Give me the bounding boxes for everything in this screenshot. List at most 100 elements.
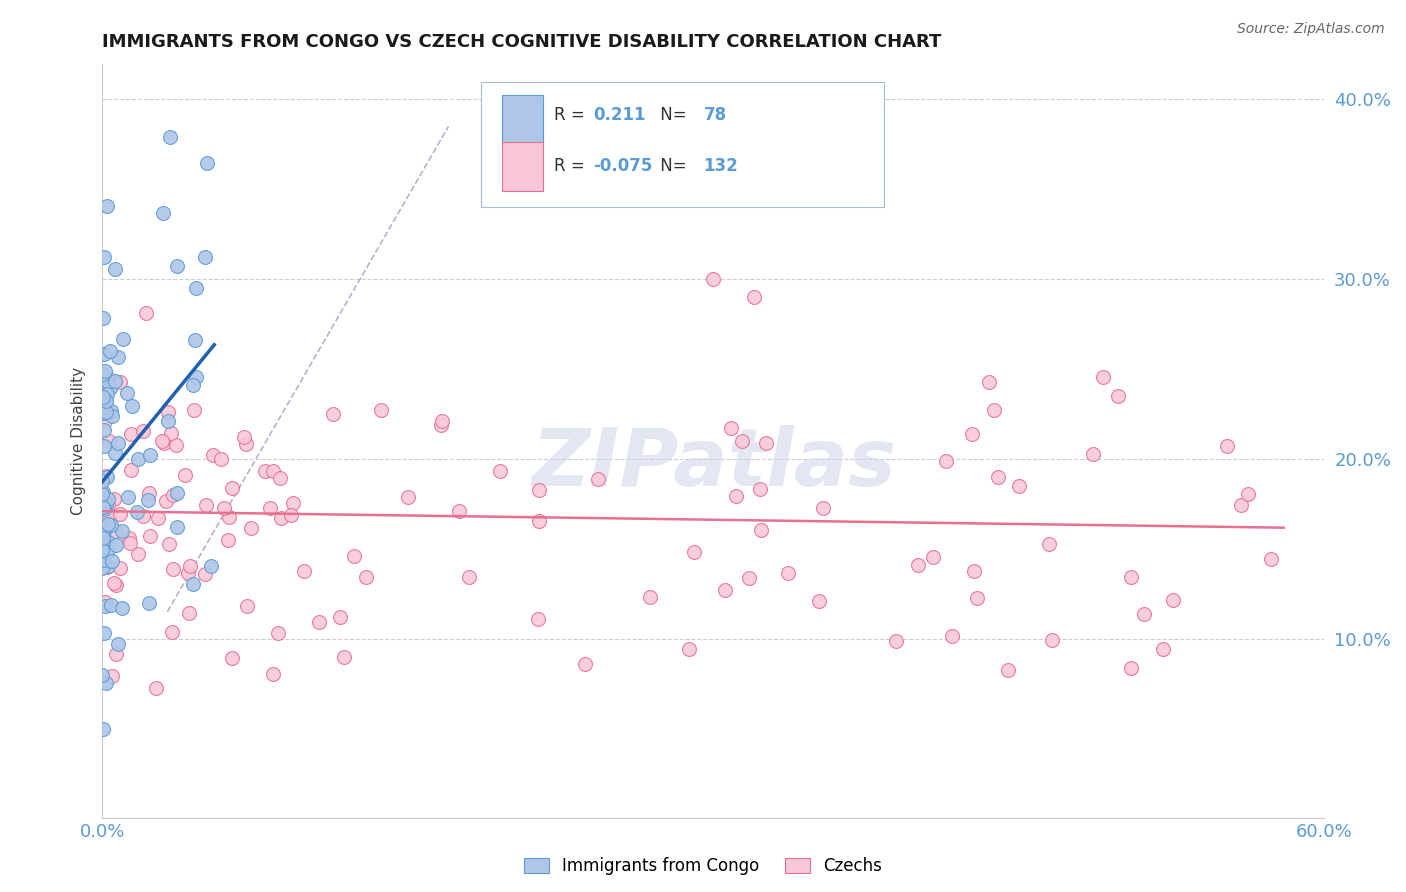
Point bbox=[458, 570, 481, 584]
Point bbox=[195, 156, 218, 170]
Point bbox=[935, 454, 957, 468]
Point bbox=[152, 206, 174, 220]
Text: N=: N= bbox=[655, 157, 692, 175]
Point bbox=[430, 417, 453, 432]
Point bbox=[1040, 632, 1063, 647]
Point bbox=[884, 633, 907, 648]
Text: IMMIGRANTS FROM CONGO VS CZECH COGNITIVE DISABILITY CORRELATION CHART: IMMIGRANTS FROM CONGO VS CZECH COGNITIVE… bbox=[103, 33, 942, 51]
Point bbox=[683, 545, 706, 559]
Point bbox=[93, 439, 115, 453]
Point bbox=[93, 406, 115, 420]
Point bbox=[93, 502, 115, 516]
Point bbox=[183, 378, 205, 392]
Point bbox=[107, 350, 129, 364]
Point bbox=[813, 501, 835, 516]
Point bbox=[159, 425, 181, 440]
Point bbox=[529, 483, 551, 498]
Point bbox=[160, 625, 183, 640]
Point bbox=[104, 578, 127, 592]
Point bbox=[93, 524, 115, 538]
Point bbox=[922, 549, 945, 564]
Point bbox=[96, 499, 118, 513]
Point bbox=[262, 667, 284, 681]
Point bbox=[107, 637, 129, 651]
Point bbox=[983, 403, 1005, 417]
Legend: Immigrants from Congo, Czechs: Immigrants from Congo, Czechs bbox=[516, 849, 890, 884]
Point bbox=[93, 522, 115, 536]
Point bbox=[97, 516, 120, 531]
Point bbox=[1092, 370, 1115, 384]
Point bbox=[165, 438, 187, 452]
Point bbox=[157, 537, 180, 551]
Point bbox=[96, 503, 118, 517]
Point bbox=[96, 394, 118, 409]
Point bbox=[183, 402, 205, 417]
Point bbox=[91, 722, 114, 736]
Point bbox=[138, 448, 160, 462]
Point bbox=[270, 510, 292, 524]
Point bbox=[217, 533, 239, 548]
Y-axis label: Cognitive Disability: Cognitive Disability bbox=[72, 367, 86, 515]
Text: Source: ZipAtlas.com: Source: ZipAtlas.com bbox=[1237, 22, 1385, 37]
Point bbox=[104, 374, 127, 388]
Point bbox=[1152, 642, 1174, 657]
Point bbox=[100, 598, 122, 612]
Point bbox=[184, 281, 207, 295]
Point bbox=[194, 566, 217, 581]
Point bbox=[720, 421, 742, 435]
Point bbox=[100, 518, 122, 533]
Point bbox=[430, 414, 453, 428]
Point bbox=[987, 470, 1010, 484]
Point bbox=[132, 424, 155, 438]
Point bbox=[121, 400, 143, 414]
Point bbox=[194, 250, 217, 264]
Point bbox=[96, 468, 118, 483]
Point bbox=[159, 129, 181, 144]
Point bbox=[98, 344, 121, 359]
Point bbox=[343, 549, 366, 564]
Point bbox=[1038, 537, 1060, 551]
Point bbox=[94, 364, 117, 378]
Point bbox=[702, 272, 724, 286]
Point bbox=[117, 490, 139, 504]
Point bbox=[166, 260, 188, 274]
Point bbox=[449, 504, 471, 518]
Point bbox=[93, 553, 115, 567]
Point bbox=[131, 508, 153, 523]
Point bbox=[93, 251, 115, 265]
Point bbox=[526, 612, 548, 626]
Point bbox=[135, 306, 157, 320]
Point bbox=[396, 490, 419, 504]
Point bbox=[94, 599, 117, 614]
Point bbox=[329, 609, 352, 624]
Point bbox=[91, 560, 114, 574]
Point bbox=[104, 445, 127, 459]
Point bbox=[1133, 607, 1156, 621]
FancyBboxPatch shape bbox=[502, 142, 544, 192]
Point bbox=[156, 405, 179, 419]
Point bbox=[183, 576, 205, 591]
Point bbox=[1008, 479, 1031, 493]
Point bbox=[93, 423, 115, 437]
Point bbox=[91, 668, 114, 682]
Point bbox=[200, 558, 222, 573]
Point bbox=[1230, 499, 1253, 513]
Point bbox=[153, 435, 176, 450]
Point bbox=[104, 524, 127, 538]
Point bbox=[283, 496, 305, 510]
Point bbox=[966, 591, 988, 605]
Text: R =: R = bbox=[554, 106, 591, 124]
Point bbox=[93, 500, 115, 515]
Point bbox=[174, 468, 197, 483]
Point bbox=[94, 405, 117, 419]
Point bbox=[742, 290, 765, 304]
Point bbox=[93, 626, 115, 640]
Point bbox=[997, 663, 1019, 677]
Text: ZIPatlas: ZIPatlas bbox=[531, 425, 896, 502]
Point bbox=[146, 511, 169, 525]
Point bbox=[166, 519, 188, 533]
FancyBboxPatch shape bbox=[502, 95, 544, 145]
Point bbox=[1216, 439, 1239, 453]
Point bbox=[725, 489, 748, 503]
Point bbox=[1083, 447, 1105, 461]
